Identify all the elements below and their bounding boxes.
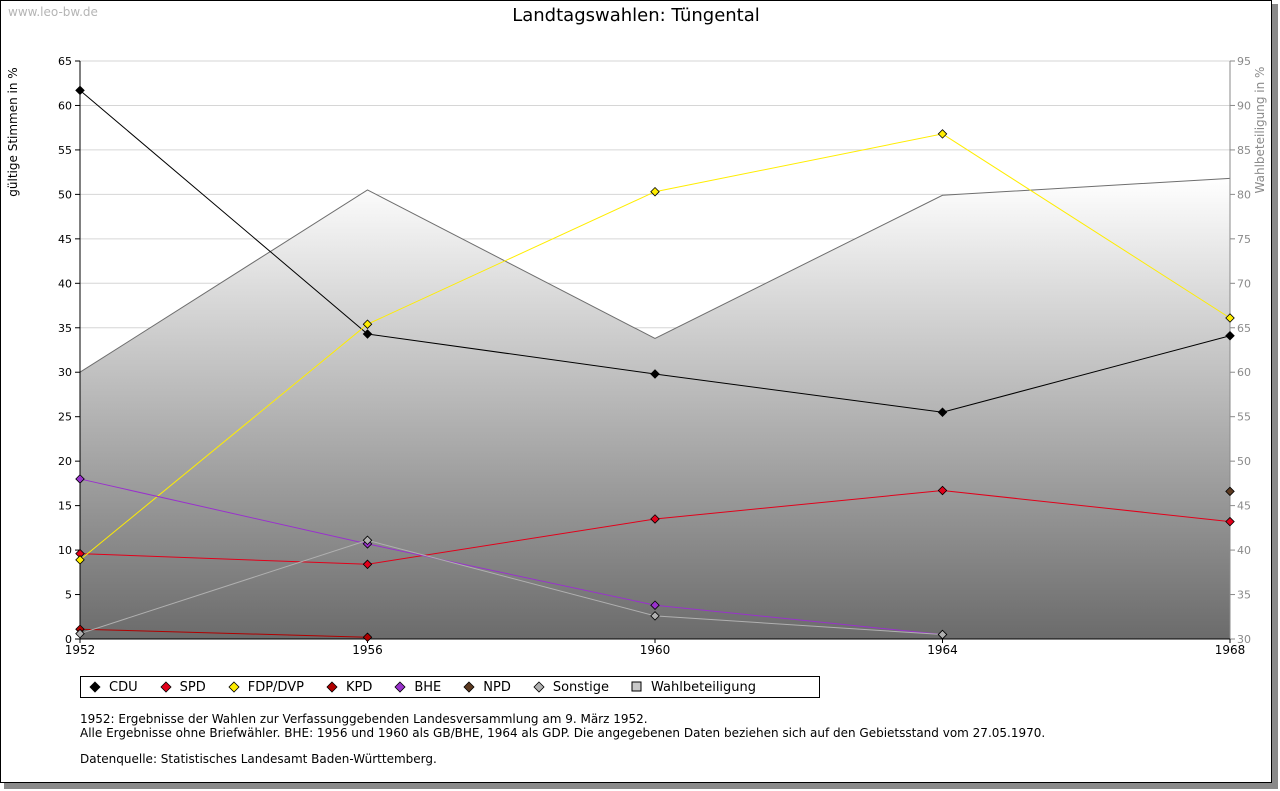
legend-square-icon — [631, 681, 642, 692]
y-tick-label: 45 — [58, 233, 72, 246]
y2-tick-label: 30 — [1237, 633, 1251, 646]
legend-diamond-icon — [160, 681, 172, 693]
data-point-fdp-dvp — [650, 186, 660, 197]
y2-tick-label: 60 — [1237, 366, 1251, 379]
y2-tick-label: 70 — [1237, 277, 1251, 290]
y-tick-label: 35 — [58, 322, 72, 335]
turnout-area — [80, 178, 1230, 639]
x-tick-label: 1952 — [65, 643, 96, 657]
legend-item-spd: SPD — [160, 680, 206, 695]
series-line-sonstige — [79, 539, 943, 636]
y2-tick-label: 50 — [1237, 455, 1251, 468]
y2-tick-label: 35 — [1237, 589, 1251, 602]
frame-shadow-bottom — [4, 783, 1278, 789]
chart-title: Landtagswahlen: Tüngental — [512, 5, 760, 26]
series-line-bhe — [79, 478, 943, 636]
y2-axis-label: Wahlbeteiligung in % — [1253, 67, 1267, 194]
y2-tick-label: 90 — [1237, 99, 1251, 112]
y-tick-label: 20 — [58, 455, 72, 468]
data-point-spd — [650, 514, 660, 524]
y-tick-label: 0 — [65, 633, 72, 646]
y-tick-label: 15 — [58, 500, 72, 513]
note-line-2: Alle Ergebnisse ohne Briefwähler. BHE: 1… — [80, 726, 1046, 740]
data-point-cdu — [75, 85, 85, 96]
y-tick-label: 25 — [58, 411, 72, 424]
legend-label: SPD — [179, 679, 206, 695]
data-point-cdu — [1225, 331, 1235, 341]
y2-tick-label: 85 — [1237, 144, 1251, 157]
y-tick-label: 60 — [58, 99, 72, 112]
x-tick-label: 1960 — [640, 643, 671, 657]
y-tick-label: 10 — [58, 544, 72, 557]
legend-diamond-icon — [89, 681, 101, 693]
chart-legend: CDU SPD FDP/DVP KPD BHE NPD Sonstige Wahlbeteil… — [80, 676, 820, 698]
data-point-cdu — [937, 407, 948, 418]
series-markers — [75, 85, 1235, 642]
note-line-1: 1952: Ergebnisse der Wahlen zur Verfassu… — [80, 712, 648, 726]
y-axis-label: gültige Stimmen in % — [6, 67, 20, 196]
legend-diamond-icon — [463, 681, 475, 693]
legend-item-cdu: CDU — [89, 680, 138, 695]
data-point-fdp-dvp — [362, 319, 373, 329]
data-source: Datenquelle: Statistisches Landesamt Bad… — [80, 752, 437, 766]
data-point-spd — [937, 485, 948, 496]
series-line-kpd — [79, 628, 368, 638]
y-tick-label: 50 — [58, 188, 72, 201]
data-point-fdp-dvp — [1225, 313, 1235, 323]
legend-diamond-icon — [326, 681, 338, 693]
legend-label: KPD — [345, 679, 373, 695]
data-point-sonstige — [75, 628, 85, 639]
turnout-line — [79, 177, 1231, 373]
y-tick-label: 55 — [58, 144, 72, 157]
data-point-fdp-dvp — [937, 129, 948, 139]
y2-tick-label: 45 — [1237, 500, 1251, 513]
legend-item-fdp-dvp: FDP/DVP — [228, 680, 304, 695]
legend-diamond-icon — [394, 681, 406, 693]
data-point-sonstige — [937, 629, 948, 640]
data-point-spd — [1225, 516, 1235, 527]
y-tick-label: 5 — [65, 589, 72, 602]
data-point-npd — [1225, 486, 1235, 497]
legend-label: NPD — [483, 679, 511, 695]
data-point-cdu — [650, 369, 660, 379]
x-tick-label: 1956 — [352, 643, 383, 657]
y2-tick-label: 95 — [1237, 55, 1251, 68]
line-chart: Landtagswahlen: Tüngental 0 5 10 15 20 25 30 35 4… — [6, 5, 1267, 657]
y2-tick-label: 75 — [1237, 233, 1251, 246]
data-point-spd — [362, 559, 373, 570]
legend-label: Wahlbeteiligung — [651, 679, 757, 695]
chart-notes: 1952: Ergebnisse der Wahlen zur Verfassu… — [80, 712, 1045, 766]
y-tick-label: 30 — [58, 366, 72, 379]
y2-tick-label: 80 — [1237, 188, 1251, 201]
legend-item-kpd: KPD — [326, 680, 372, 695]
legend-label: FDP/DVP — [247, 679, 304, 695]
legend-item-npd: NPD — [463, 680, 511, 695]
frame-shadow-right — [1272, 4, 1278, 789]
y-tick-label: 65 — [58, 55, 72, 68]
legend-item-sonstige: Sonstige — [533, 680, 609, 695]
data-point-sonstige — [650, 611, 660, 621]
data-point-sonstige — [362, 535, 373, 546]
legend-label: CDU — [109, 679, 138, 695]
legend-item-wahlbeteiligung: Wahlbeteiligung — [631, 680, 756, 695]
legend-diamond-icon — [533, 681, 545, 693]
y2-tick-label: 55 — [1237, 411, 1251, 424]
y2-tick-label: 65 — [1237, 322, 1251, 335]
x-tick-label: 1964 — [927, 643, 958, 657]
legend-item-bhe: BHE — [394, 680, 441, 695]
data-point-bhe — [75, 474, 85, 484]
y-tick-label: 40 — [58, 277, 72, 290]
data-point-kpd — [362, 632, 373, 642]
x-tick-label: 1968 — [1215, 643, 1246, 657]
data-point-bhe — [650, 600, 660, 610]
data-point-cdu — [362, 329, 373, 339]
legend-label: Sonstige — [552, 679, 610, 695]
data-point-fdp-dvp — [75, 555, 85, 565]
legend-diamond-icon — [228, 681, 240, 693]
legend-label: BHE — [414, 679, 442, 695]
watermark: www.leo-bw.de — [8, 5, 98, 19]
y2-tick-label: 40 — [1237, 544, 1251, 557]
